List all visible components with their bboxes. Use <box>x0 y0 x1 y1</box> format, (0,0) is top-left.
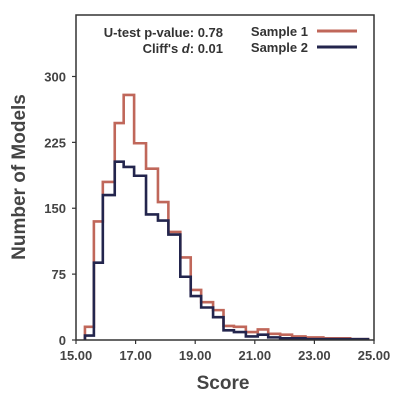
x-axis-title: Score <box>197 373 250 394</box>
y-tick-label: 150 <box>44 201 66 216</box>
utest-annotation: U-test p-value: 0.78 <box>104 25 223 40</box>
cliffs-value: : 0.01 <box>190 41 223 56</box>
x-tick-label: 17.00 <box>119 348 152 363</box>
y-tick-label: 300 <box>44 69 66 84</box>
x-tick-label: 23.00 <box>298 348 331 363</box>
x-tick-label: 21.00 <box>239 348 272 363</box>
cliffs-symbol: d <box>182 41 191 56</box>
cliffs-prefix: Cliff's <box>143 41 182 56</box>
x-tick-label: 25.00 <box>358 348 391 363</box>
cliffs-delta-annotation: Cliff's d: 0.01 <box>143 41 223 56</box>
x-tick-label: 15.00 <box>60 348 93 363</box>
y-axis-title: Number of Models <box>9 94 30 260</box>
y-tick-label: 225 <box>44 135 66 150</box>
series-step-line-2 <box>83 160 370 341</box>
ticks-layer: 15.00 17.00 19.00 21.00 23.00 25.00 0 75 150 225 3… <box>44 69 390 363</box>
legend-label-sample-1: Sample 1 <box>251 24 308 39</box>
series-step-line-1 <box>83 93 370 341</box>
legend: Sample 1 Sample 2 <box>251 24 357 55</box>
series-layer <box>83 93 370 341</box>
x-tick-label: 19.00 <box>179 348 212 363</box>
y-tick-label: 75 <box>52 267 66 282</box>
plot-frame <box>75 14 375 341</box>
legend-label-sample-2: Sample 2 <box>251 40 308 55</box>
y-tick-label: 0 <box>59 333 66 348</box>
